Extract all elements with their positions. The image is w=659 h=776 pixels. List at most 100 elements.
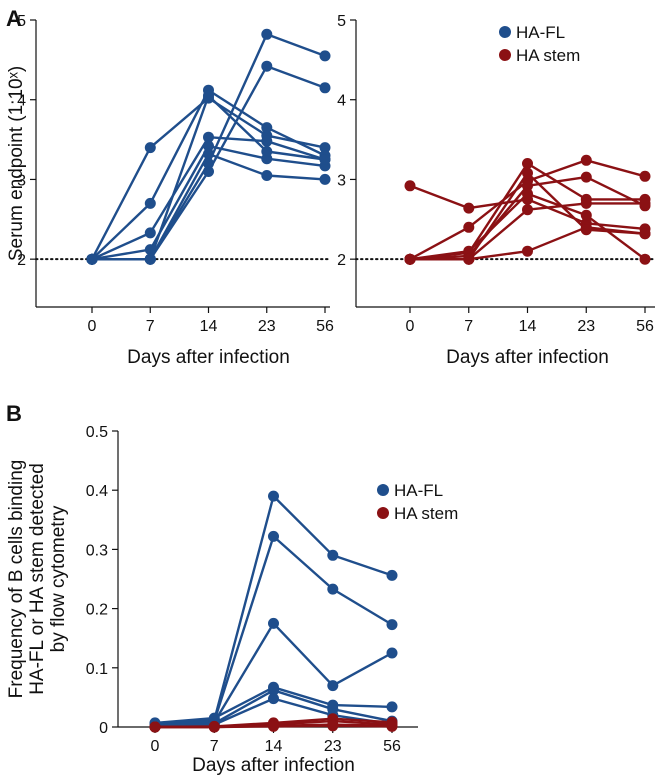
y-axis-label-line: Frequency of B cells binding bbox=[6, 460, 27, 699]
x-tick-label: 0 bbox=[406, 318, 415, 335]
data-point bbox=[386, 569, 398, 581]
data-point bbox=[319, 173, 331, 185]
y-tick-label: 0.2 bbox=[86, 602, 108, 619]
data-point bbox=[580, 154, 592, 166]
x-tick-label: 14 bbox=[519, 318, 537, 335]
data-point bbox=[144, 244, 156, 256]
legend-marker bbox=[377, 507, 389, 519]
data-point bbox=[144, 253, 156, 265]
data-point bbox=[580, 171, 592, 183]
y-axis-label: Serum endpoint (1:10ˣ) bbox=[6, 66, 27, 261]
x-tick-label: 7 bbox=[464, 318, 473, 335]
data-point bbox=[522, 188, 533, 200]
x-tick-label: 14 bbox=[265, 738, 283, 755]
series-line bbox=[90, 96, 326, 260]
x-tick-label: 56 bbox=[636, 318, 654, 335]
data-point bbox=[386, 701, 398, 713]
x-tick-label: 14 bbox=[200, 318, 218, 335]
data-point bbox=[522, 167, 533, 179]
data-point bbox=[144, 197, 156, 209]
data-point bbox=[639, 228, 651, 240]
data-point bbox=[261, 170, 273, 181]
data-point bbox=[463, 245, 475, 257]
data-point bbox=[319, 50, 331, 62]
data-point bbox=[208, 721, 220, 733]
y-tick-label: 0.5 bbox=[86, 424, 108, 441]
data-point bbox=[149, 721, 161, 733]
data-point bbox=[86, 253, 98, 265]
data-point bbox=[268, 684, 279, 696]
legend-label: HA-FL bbox=[394, 481, 443, 500]
legend-marker bbox=[377, 484, 389, 496]
data-point bbox=[463, 253, 475, 265]
data-point bbox=[522, 158, 533, 169]
legend-label: HA stem bbox=[394, 504, 458, 523]
y-tick-label: 0.4 bbox=[86, 483, 108, 500]
x-axis-label: Days after infection bbox=[127, 347, 290, 368]
data-point bbox=[522, 180, 533, 192]
data-point bbox=[319, 154, 331, 165]
data-point bbox=[319, 142, 331, 154]
data-point bbox=[580, 224, 592, 236]
y-tick-label: 3 bbox=[337, 172, 346, 189]
data-point bbox=[463, 221, 475, 233]
y-tick-label: 4 bbox=[17, 93, 26, 110]
data-point bbox=[327, 720, 339, 732]
legend-label: HA-FL bbox=[516, 23, 565, 42]
data-point bbox=[522, 204, 533, 216]
y-tick-label: 5 bbox=[337, 13, 346, 30]
series-line bbox=[154, 622, 393, 727]
data-point bbox=[268, 617, 279, 629]
y-axis-label-line: by flow cytometry bbox=[48, 505, 69, 652]
chart-panel-3: 0 0.1 0.2 0.3 0.4 0.5 0 7 14 23 56 Days after infec… bbox=[6, 424, 458, 776]
x-tick-label: 0 bbox=[88, 318, 97, 335]
data-point bbox=[386, 647, 398, 659]
data-point bbox=[386, 619, 398, 631]
y-tick-label: 5 bbox=[17, 13, 26, 30]
data-point bbox=[144, 227, 156, 239]
data-point bbox=[203, 166, 214, 177]
data-point bbox=[580, 209, 592, 221]
x-tick-label: 23 bbox=[577, 318, 595, 335]
data-point bbox=[580, 197, 592, 209]
data-point bbox=[327, 680, 339, 692]
data-point bbox=[639, 197, 651, 209]
x-tick-label: 23 bbox=[258, 318, 276, 335]
data-point bbox=[639, 253, 651, 265]
data-point bbox=[404, 253, 416, 265]
x-tick-label: 23 bbox=[324, 738, 342, 755]
data-point bbox=[327, 549, 339, 561]
data-point bbox=[319, 82, 331, 94]
x-axis-label: Days after infection bbox=[192, 755, 355, 776]
x-tick-label: 56 bbox=[316, 318, 334, 335]
data-point bbox=[144, 142, 156, 154]
data-point bbox=[261, 146, 273, 157]
data-point bbox=[522, 245, 533, 257]
data-point bbox=[404, 180, 416, 192]
y-tick-label: 2 bbox=[17, 252, 26, 269]
data-point bbox=[261, 135, 273, 147]
data-point bbox=[203, 90, 214, 102]
x-tick-label: 56 bbox=[383, 738, 401, 755]
y-tick-label: 0.3 bbox=[86, 542, 108, 559]
x-tick-label: 0 bbox=[151, 738, 160, 755]
legend-marker bbox=[499, 49, 511, 61]
data-point bbox=[268, 490, 279, 502]
legend-marker bbox=[499, 26, 511, 38]
x-axis-label: Days after infection bbox=[446, 347, 609, 368]
data-point bbox=[639, 170, 651, 182]
y-tick-label: 3 bbox=[17, 172, 26, 189]
data-point bbox=[268, 530, 279, 542]
data-point bbox=[203, 148, 214, 160]
y-axis-label-line: HA-FL or HA stem detected bbox=[27, 463, 48, 695]
data-point bbox=[203, 131, 214, 143]
y-tick-label: 4 bbox=[337, 93, 346, 110]
data-point bbox=[268, 693, 279, 705]
data-point bbox=[386, 720, 398, 732]
y-tick-label: 2 bbox=[337, 252, 346, 269]
x-tick-label: 7 bbox=[146, 318, 155, 335]
data-point bbox=[203, 158, 214, 169]
data-point bbox=[463, 202, 475, 214]
